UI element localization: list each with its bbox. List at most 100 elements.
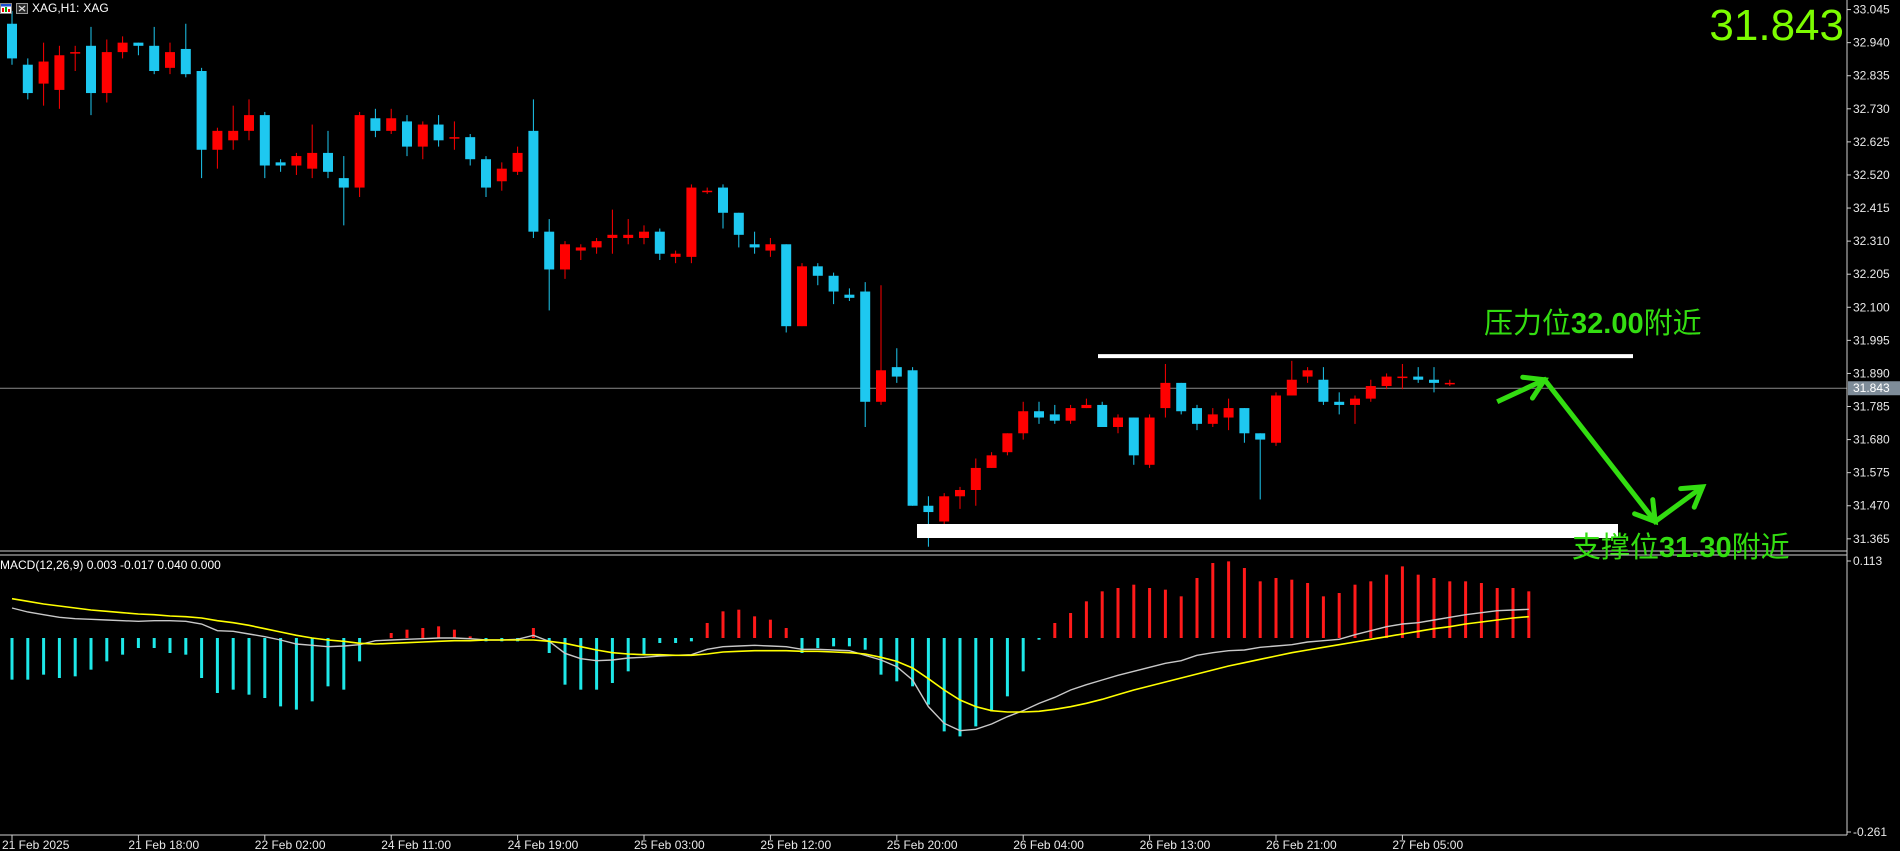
candle[interactable] [860, 282, 871, 427]
candle[interactable] [797, 263, 807, 327]
candle[interactable] [1318, 367, 1329, 405]
candle[interactable] [1334, 392, 1345, 415]
candle[interactable] [465, 134, 476, 166]
candle[interactable] [196, 67, 207, 179]
candle[interactable] [1128, 417, 1139, 465]
candle[interactable] [1065, 404, 1076, 424]
candle[interactable] [433, 115, 444, 147]
candle[interactable] [1034, 401, 1044, 424]
candle[interactable] [1302, 367, 1313, 383]
candle[interactable] [1286, 360, 1297, 396]
candle[interactable] [7, 11, 17, 65]
candle[interactable] [323, 130, 333, 179]
candle[interactable] [117, 36, 128, 59]
candle[interactable] [733, 212, 744, 248]
candle[interactable] [1113, 414, 1123, 434]
price-panel[interactable] [0, 11, 1847, 547]
candle[interactable] [22, 58, 33, 100]
candle[interactable] [907, 367, 918, 506]
candle[interactable] [781, 244, 792, 333]
candle[interactable] [1255, 433, 1266, 500]
candle[interactable] [686, 184, 697, 264]
candle[interactable] [481, 156, 491, 198]
candle[interactable] [228, 105, 239, 150]
candle[interactable] [1018, 401, 1029, 440]
candle[interactable] [654, 228, 665, 261]
candle[interactable] [1271, 392, 1281, 446]
candle[interactable] [891, 348, 902, 383]
candle[interactable] [1097, 401, 1108, 427]
candle[interactable] [844, 288, 855, 301]
candle[interactable] [291, 152, 302, 175]
candle[interactable] [86, 26, 96, 116]
candle[interactable] [338, 156, 349, 226]
candle[interactable] [970, 458, 981, 506]
candle[interactable] [749, 231, 760, 254]
candle[interactable] [1144, 414, 1155, 468]
candle[interactable] [1239, 408, 1250, 443]
candle[interactable] [1002, 433, 1013, 456]
candle[interactable] [639, 225, 649, 245]
candle[interactable] [623, 219, 634, 245]
candle[interactable] [1350, 395, 1360, 424]
candle[interactable] [828, 272, 839, 305]
candle[interactable] [496, 162, 507, 191]
candle[interactable] [1223, 398, 1234, 431]
price-axis-label: 32.730 [1853, 102, 1890, 116]
candle[interactable] [449, 121, 460, 150]
candle[interactable] [575, 244, 586, 261]
candle[interactable] [718, 184, 728, 229]
candle[interactable] [1207, 408, 1218, 427]
candle[interactable] [939, 493, 950, 525]
candle[interactable] [765, 237, 776, 257]
candle[interactable] [591, 237, 602, 254]
candle[interactable] [955, 486, 965, 509]
candle[interactable] [1413, 367, 1424, 383]
candle[interactable] [923, 496, 934, 547]
candle[interactable] [1049, 404, 1060, 424]
candle[interactable] [1397, 363, 1408, 390]
candle[interactable] [812, 263, 823, 286]
candle[interactable] [986, 452, 997, 468]
macd-panel[interactable] [10, 561, 1531, 737]
candle[interactable] [133, 42, 144, 56]
candle[interactable] [212, 127, 223, 169]
candle[interactable] [38, 42, 49, 106]
candle[interactable] [607, 209, 618, 254]
candle[interactable] [307, 124, 318, 179]
candle[interactable] [670, 250, 681, 264]
candle[interactable] [528, 99, 539, 238]
macd-line [11, 607, 1529, 732]
candle[interactable] [1444, 379, 1455, 387]
candle-body [1034, 411, 1044, 418]
expand-icon[interactable] [16, 2, 28, 14]
candle[interactable] [1176, 382, 1187, 415]
candle[interactable] [512, 146, 523, 175]
candle[interactable] [1381, 373, 1392, 390]
candle[interactable] [1081, 398, 1092, 409]
candle[interactable] [544, 219, 555, 311]
candle[interactable] [180, 23, 191, 78]
candle[interactable] [101, 39, 112, 103]
candle[interactable] [165, 42, 175, 75]
candle[interactable] [354, 111, 365, 198]
candle[interactable] [702, 187, 713, 194]
candle[interactable] [1160, 363, 1171, 418]
candle[interactable] [275, 159, 286, 172]
candle[interactable] [402, 115, 412, 157]
candle[interactable] [259, 111, 270, 179]
candle[interactable] [417, 121, 428, 160]
candle[interactable] [1365, 379, 1376, 402]
price-axis-label: 31.890 [1853, 366, 1890, 380]
candle[interactable] [1429, 367, 1439, 393]
candle[interactable] [54, 45, 65, 109]
candle[interactable] [370, 108, 381, 138]
candle[interactable] [1192, 404, 1202, 431]
candle[interactable] [70, 45, 81, 72]
candle[interactable] [386, 108, 397, 135]
candle[interactable] [560, 241, 570, 279]
candle[interactable] [149, 26, 160, 75]
candle[interactable] [876, 285, 886, 405]
candle[interactable] [244, 99, 254, 141]
